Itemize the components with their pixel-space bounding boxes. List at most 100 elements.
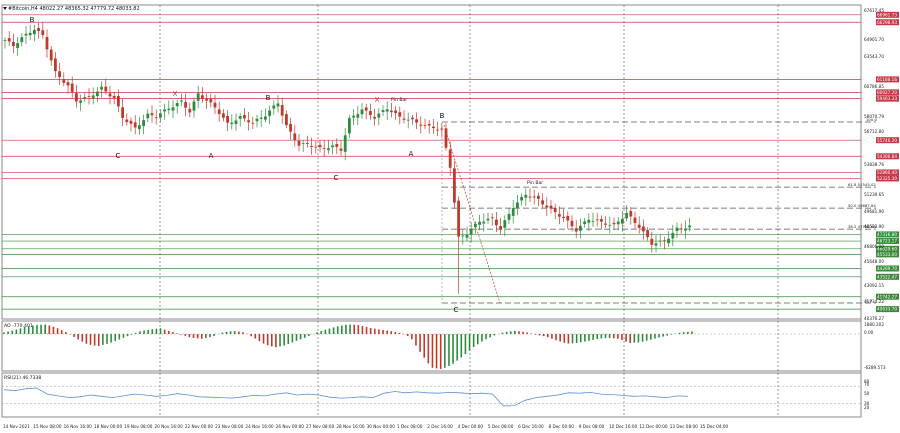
candle-body <box>406 119 410 121</box>
time-tick: 10 Dec 16:00 <box>609 424 637 429</box>
time-tick: 18 Nov 00:00 <box>94 424 123 429</box>
time-tick: 6 Dec 16:00 <box>518 424 544 429</box>
candle-body <box>541 200 544 205</box>
rsi-tick: 30 <box>864 401 870 406</box>
level-tag <box>876 238 899 245</box>
candle-body <box>24 33 28 36</box>
price-tick: 48523.90 <box>864 224 884 229</box>
candle-body <box>457 200 460 237</box>
candle-body <box>579 225 582 231</box>
candle-body <box>629 211 633 217</box>
price-tick: 58070.79 <box>864 114 884 119</box>
level-tag <box>876 175 899 182</box>
candle-body <box>453 168 456 203</box>
level-tag <box>876 19 899 26</box>
candle-body <box>306 142 309 144</box>
horizontal-levels: 100.0 61.8 51545.02 50.0 49667.84 38.2 4779… <box>2 14 877 310</box>
candle-body <box>524 194 528 198</box>
price-tick: 63543.70 <box>864 54 884 59</box>
time-tick: 12 Dec 00:00 <box>639 424 667 429</box>
candle-body <box>520 197 523 201</box>
candle-body <box>633 217 637 224</box>
candle-body <box>427 123 431 126</box>
candle-body <box>54 58 57 72</box>
candle-body <box>495 219 498 226</box>
candle-body <box>343 135 347 152</box>
candle-body <box>637 224 641 228</box>
level-tag-label: 43522.47 <box>877 274 897 279</box>
symbol-title: #Bitcoin,H4 48022.27 48365.32 47779.72 4… <box>8 6 140 12</box>
candle-body <box>243 115 246 119</box>
candle-body <box>373 116 376 119</box>
time-tick: 23 Nov 08:00 <box>215 424 244 429</box>
price-tick: 49681.90 <box>864 209 884 214</box>
candle-body <box>587 219 591 223</box>
wave-label: C <box>116 152 121 160</box>
candle-body <box>20 37 24 43</box>
time-tick: 19 Nov 08:00 <box>124 424 153 429</box>
ao-tick: 0.00 <box>864 330 874 335</box>
candle-body <box>352 115 355 118</box>
candle-body <box>537 195 540 199</box>
candle-body <box>62 79 66 83</box>
candle-body <box>398 112 402 117</box>
candle-body <box>566 215 570 221</box>
candle-body <box>138 125 141 130</box>
candle-body <box>558 214 561 217</box>
price-tick: 60786.85 <box>864 84 884 89</box>
level-tag-label: 61188.16 <box>877 77 897 82</box>
candle-body <box>440 128 444 130</box>
candle-body <box>591 221 595 222</box>
candle-body <box>448 149 452 168</box>
time-tick: 15 Nov 08:00 <box>33 424 62 429</box>
candle-body <box>663 240 666 242</box>
candle-body <box>419 124 423 126</box>
ao-tick: -6289.573 <box>864 365 886 370</box>
level-tag-label: 55746.20 <box>877 138 897 143</box>
candle-body <box>364 107 368 111</box>
candle-body <box>444 128 448 148</box>
candle-body <box>621 218 624 224</box>
candle-body <box>612 222 616 225</box>
time-tick: 24 Nov 16:00 <box>245 424 274 429</box>
candle-body <box>41 30 45 36</box>
candle-body <box>7 38 11 42</box>
collapse-triangle-icon[interactable] <box>3 7 7 10</box>
level-tag-label: 60027.20 <box>877 90 897 95</box>
candle-body <box>625 212 628 219</box>
time-tick: 27 Nov 08:00 <box>306 424 335 429</box>
candle-body <box>570 220 574 227</box>
level-tag-label: 66961.73 <box>877 12 897 17</box>
rsi-series <box>2 385 861 407</box>
level-tag <box>876 76 899 83</box>
candle-body <box>310 145 313 148</box>
candle-body <box>679 228 683 230</box>
candle-body <box>381 110 385 112</box>
time-tick: 5 Dec 08:00 <box>488 424 514 429</box>
candle-body <box>574 228 578 232</box>
candle-body <box>33 29 36 35</box>
level-tag <box>876 153 899 160</box>
price-tick: 46806.00 <box>864 244 884 249</box>
candle-body <box>289 123 292 132</box>
candle-body <box>360 109 364 115</box>
candle-body <box>159 113 162 118</box>
candle-body <box>171 107 175 111</box>
level-tag <box>876 11 899 18</box>
candle-body <box>616 221 620 225</box>
ao-tick: 1880.202 <box>864 322 884 327</box>
level-tag-label: 52860.40 <box>877 170 897 175</box>
candle-body <box>75 93 78 102</box>
candle-body <box>327 148 330 151</box>
candle-body <box>583 221 586 225</box>
level-tag <box>876 169 899 176</box>
fib-label: 100.0 <box>866 117 877 122</box>
candle-body <box>28 32 32 36</box>
candle-body <box>675 227 679 231</box>
candle-body <box>318 144 322 148</box>
candle-body <box>234 120 238 125</box>
level-tag <box>876 95 899 102</box>
candle-body <box>684 228 687 231</box>
candle-body <box>503 220 507 228</box>
